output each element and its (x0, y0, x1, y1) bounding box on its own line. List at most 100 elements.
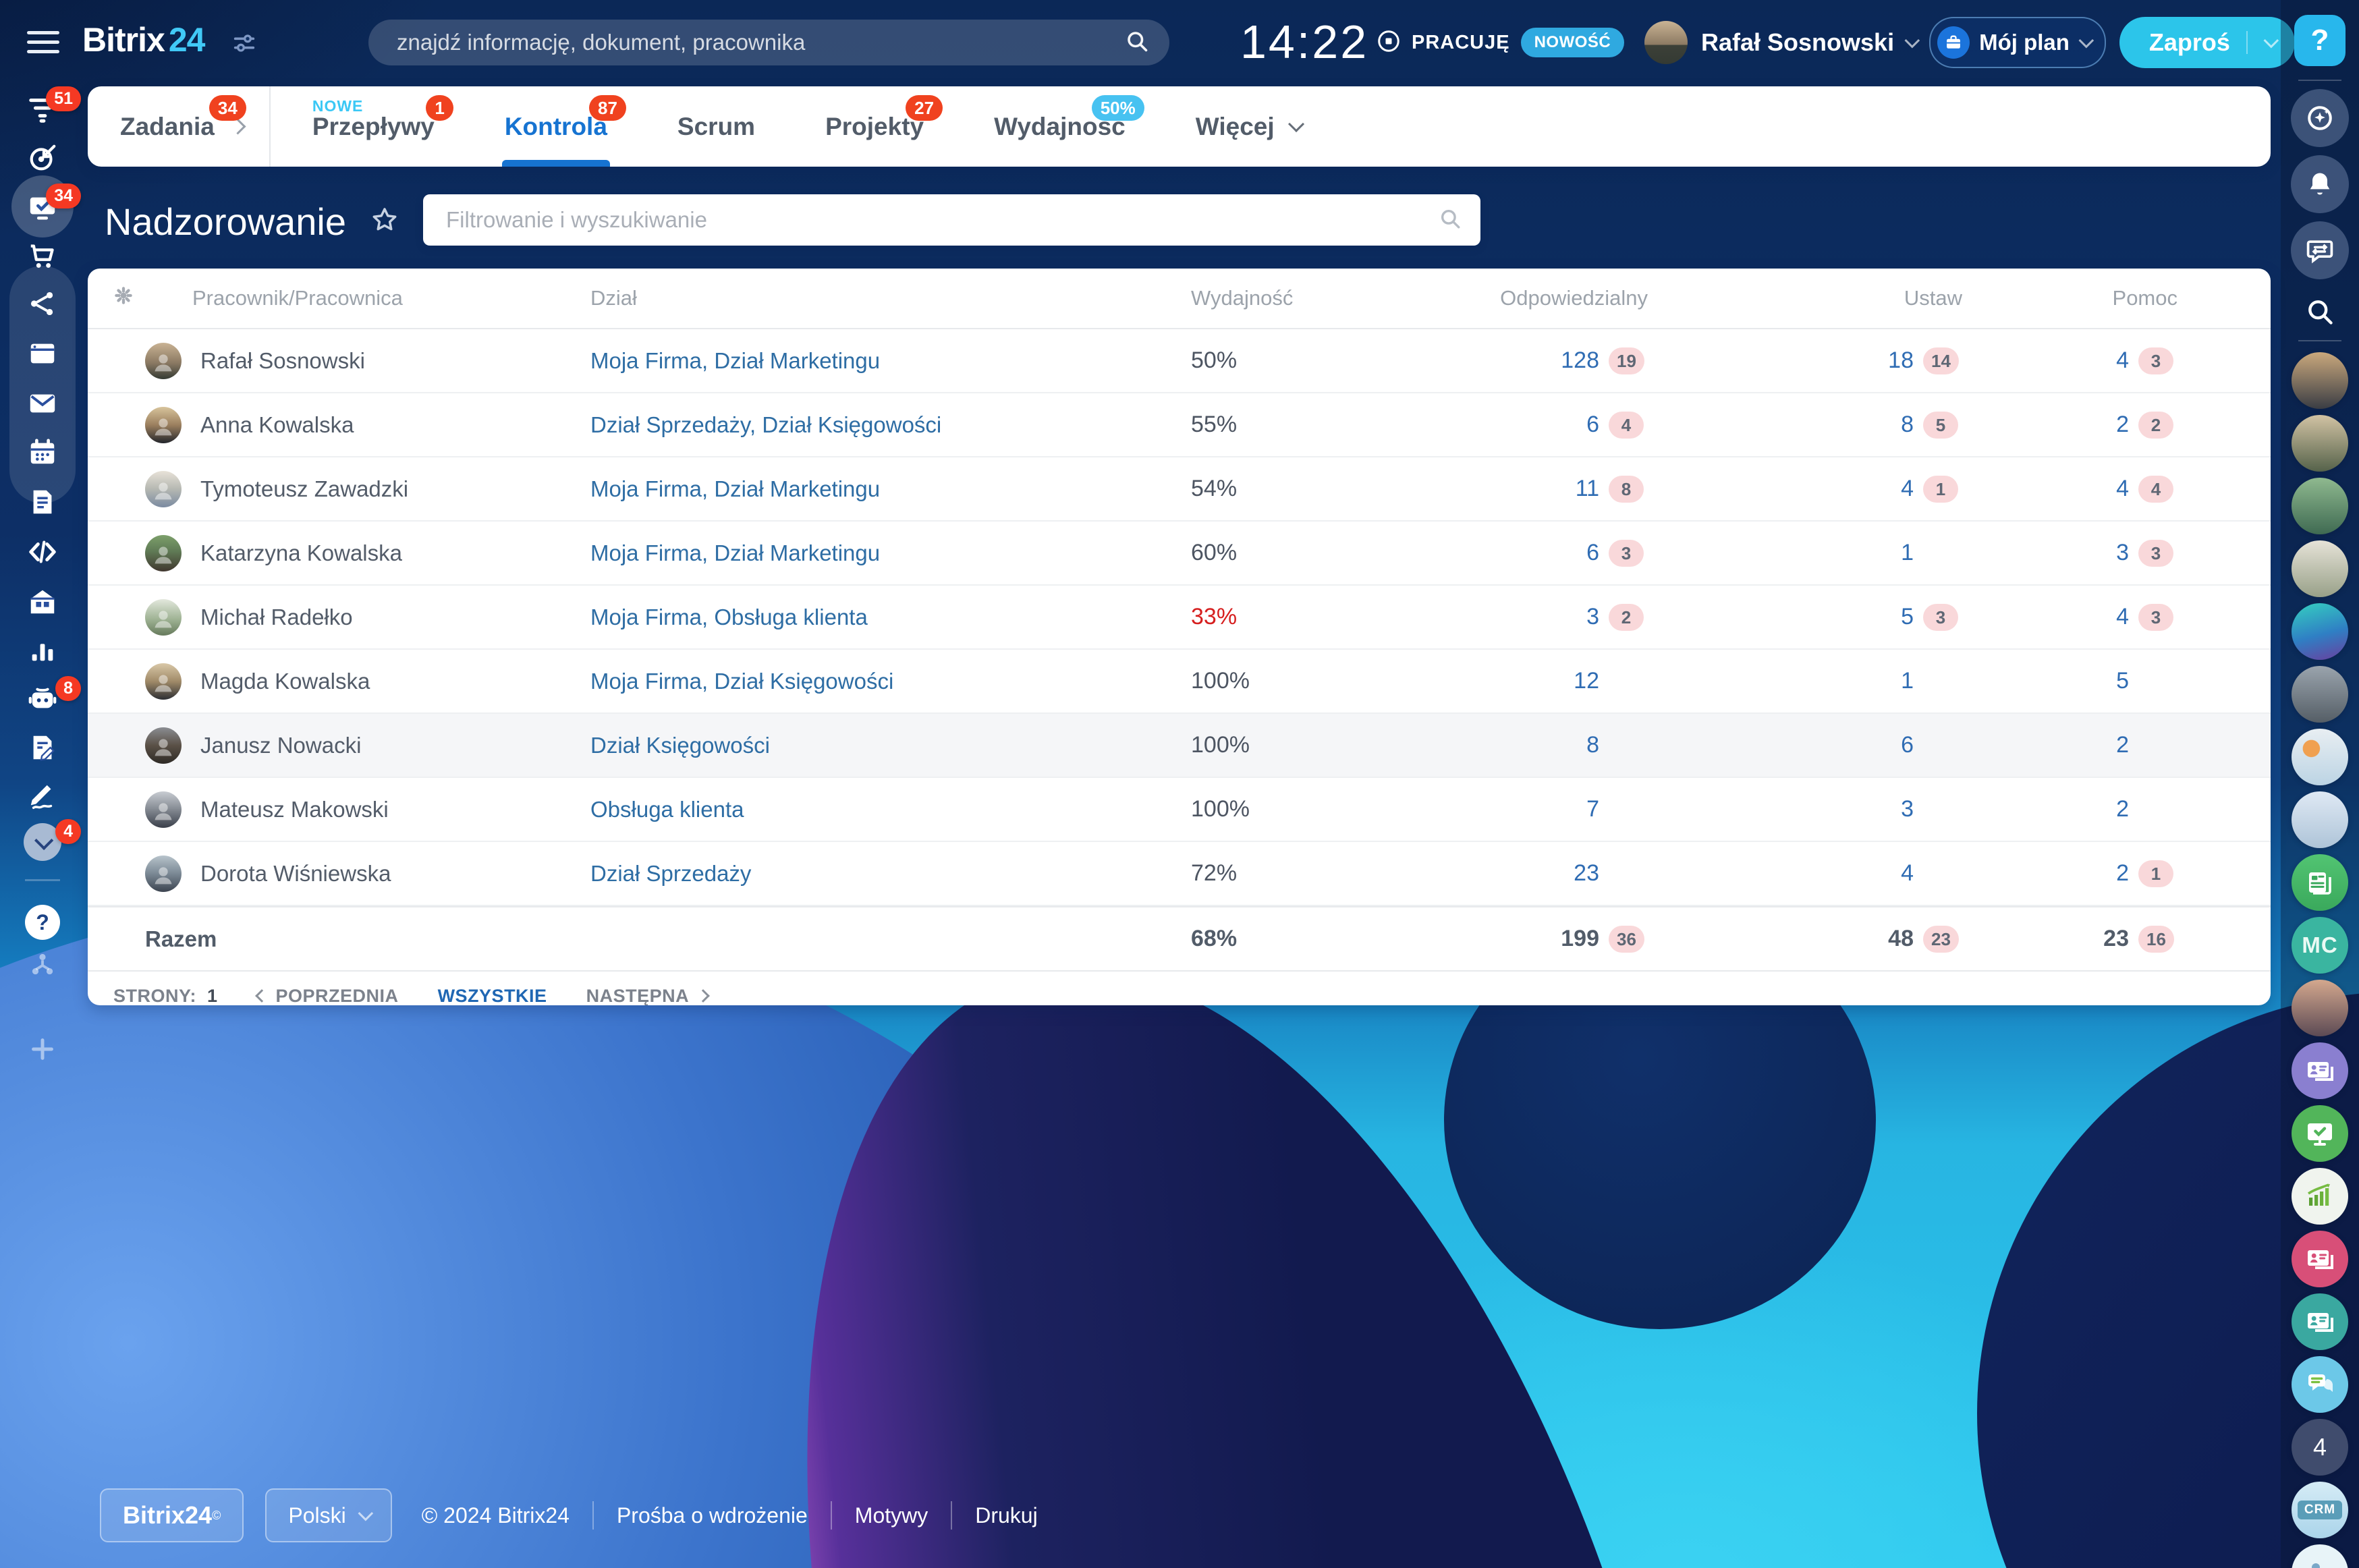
department-link[interactable]: Dział Sprzedaży (590, 860, 752, 886)
next-page-button[interactable]: NASTĘPNA (586, 986, 710, 1005)
metric-value[interactable]: 7 (1586, 796, 1599, 822)
sidebar-item-share-network-icon[interactable] (0, 287, 85, 320)
work-status-label[interactable]: PRACUJĘ (1412, 31, 1510, 53)
metric-value[interactable]: 1 (1901, 668, 1914, 694)
my-plan-button[interactable]: Mój plan (1929, 17, 2106, 68)
user-photo[interactable] (2292, 415, 2348, 472)
office-photo[interactable] (2292, 666, 2348, 723)
sidebar-item-settings-gear-icon[interactable] (0, 990, 85, 1023)
tab-zadania[interactable]: Zadania 34 (108, 86, 262, 167)
avatar[interactable] (145, 406, 182, 443)
user-photo[interactable] (2292, 540, 2348, 597)
language-select[interactable]: Polski (265, 1488, 392, 1542)
employee-name[interactable]: Anna Kowalska (200, 412, 354, 437)
growth-app[interactable] (2292, 1168, 2348, 1225)
department-link[interactable]: Moja Firma, Dział Marketingu (590, 347, 881, 373)
sidebar-item-company-structure-icon[interactable] (0, 949, 85, 981)
footer-link[interactable]: © 2024 Bitrix24 (421, 1503, 570, 1528)
worktime-clock[interactable]: 14:22 (1240, 16, 1369, 68)
department-link[interactable]: Moja Firma, Dział Marketingu (590, 540, 881, 565)
browser-illustration[interactable] (2292, 791, 2348, 848)
sidebar-item-document-icon[interactable] (0, 486, 85, 518)
table-row[interactable]: Katarzyna Kowalska Moja Firma, Dział Mark… (88, 522, 2271, 586)
table-row[interactable]: Dorota Wiśniewska Dział Sprzedaży 72% 23 4 2 1 (88, 842, 2271, 906)
sidebar-item-document-edit-icon[interactable] (0, 731, 85, 764)
sidebar-item-crm-target-icon[interactable] (0, 142, 85, 174)
global-search-input[interactable] (395, 29, 1125, 56)
contacts-app[interactable] (2292, 1293, 2348, 1350)
table-row[interactable]: Janusz Nowacki Dział Księgowości 100% 8 6 2 (88, 714, 2271, 778)
metric-value[interactable]: 12 (1574, 668, 1599, 694)
table-row[interactable]: Tymoteusz Zawadzki Moja Firma, Dział Mark… (88, 457, 2271, 522)
metric-value[interactable]: 6 (1586, 540, 1599, 565)
metric-value[interactable]: 18 (1888, 347, 1914, 373)
sidebar-item-cart-icon[interactable] (0, 240, 85, 273)
table-row[interactable]: Anna Kowalska Dział Sprzedaży, Dział Księ… (88, 393, 2271, 457)
metric-value[interactable]: 8 (1586, 732, 1599, 758)
department-link[interactable]: Obsługa klienta (590, 796, 744, 822)
metric-value[interactable]: 2 (2116, 732, 2129, 758)
metric-value[interactable]: 3 (1901, 796, 1914, 822)
table-row[interactable]: Mateusz Makowski Obsługa klienta 100% 7 3 2 (88, 778, 2271, 842)
metric-value[interactable]: 6 (1901, 732, 1914, 758)
footer-brand-button[interactable]: Bitrix24 © (100, 1488, 244, 1542)
menu-hamburger-icon[interactable] (27, 31, 59, 54)
avatar[interactable] (145, 598, 182, 636)
metric-value[interactable]: 2 (2116, 860, 2129, 886)
metric-value[interactable]: 6 (1586, 412, 1599, 437)
metric-value[interactable]: 2 (2116, 796, 2129, 822)
department-link[interactable]: Dział Sprzedaży, Dział Księgowości (590, 412, 942, 437)
search-icon[interactable] (1439, 207, 1462, 233)
sidebar-item-esign-pen-icon[interactable] (0, 780, 85, 812)
tab-wydajność[interactable]: Wydajność 50% (959, 86, 1161, 167)
metric-value[interactable]: 1 (1901, 540, 1914, 565)
sidebar-item-copilot-robot-icon[interactable]: 8 (0, 676, 85, 715)
rail-search-button[interactable] (2305, 297, 2335, 327)
sidebar-item-browser-window-icon[interactable] (0, 337, 85, 370)
employee-name[interactable]: Tymoteusz Zawadzki (200, 476, 409, 501)
crm-app[interactable]: CRM (2292, 1482, 2348, 1538)
sidebar-item-market-store-icon[interactable] (0, 586, 85, 618)
rail-button-copilot-spark-icon[interactable] (2291, 89, 2349, 147)
metric-value[interactable]: 8 (1901, 412, 1914, 437)
metric-value[interactable]: 4 (1901, 860, 1914, 886)
metric-value[interactable]: 4 (2116, 476, 2129, 501)
tasks-app[interactable] (2292, 1105, 2348, 1162)
favorite-star-icon[interactable] (369, 204, 400, 239)
department-link[interactable]: Moja Firma, Dział Księgowości (590, 668, 894, 694)
sliders-icon[interactable] (231, 30, 258, 60)
department-link[interactable]: Dział Księgowości (590, 732, 770, 758)
tab-projekty[interactable]: Projekty 27 (790, 86, 959, 167)
sidebar-item-mail-icon[interactable] (0, 387, 85, 420)
avatar[interactable] (145, 342, 182, 379)
tab-scrum[interactable]: Scrum (642, 86, 790, 167)
rail-button-messenger-chat-icon[interactable] (2291, 221, 2349, 279)
all-pages-button[interactable]: WSZYSTKIE (437, 985, 547, 1006)
footer-link[interactable]: Drukuj (975, 1503, 1038, 1528)
filter-search-input[interactable] (445, 206, 1439, 233)
metric-value[interactable]: 23 (1574, 860, 1599, 886)
department-link[interactable]: Moja Firma, Obsługa klienta (590, 604, 868, 629)
invite-button[interactable]: Zaproś (2119, 17, 2295, 68)
metric-value[interactable]: 128 (1561, 347, 1599, 373)
metric-value[interactable]: 3 (2116, 540, 2129, 565)
metric-value[interactable]: 5 (2116, 668, 2129, 694)
employee-name[interactable]: Mateusz Makowski (200, 796, 389, 822)
contacts-app[interactable] (2292, 1042, 2348, 1099)
employee-name[interactable]: Katarzyna Kowalska (200, 540, 402, 565)
sidebar-item-code-icon[interactable] (0, 536, 85, 568)
metric-value[interactable]: 4 (2116, 347, 2129, 373)
avatar[interactable] (145, 663, 182, 700)
employee-name[interactable]: Magda Kowalska (200, 668, 370, 694)
aurora-photo[interactable] (2292, 603, 2348, 660)
bitrix24-logo[interactable]: Bitrix 24 (82, 21, 205, 59)
employee-name[interactable]: Michał Radełko (200, 604, 353, 629)
metric-value[interactable]: 4 (2116, 604, 2129, 629)
search-icon[interactable] (1125, 29, 1149, 57)
sidebar-item-filter-funnel-icon[interactable]: 51 (0, 86, 85, 125)
user-photo[interactable] (2292, 980, 2348, 1036)
worktime-app[interactable] (2292, 1544, 2348, 1568)
collapsed-counter[interactable]: 4 (2292, 1419, 2348, 1476)
table-row[interactable]: Magda Kowalska Moja Firma, Dział Księgowo… (88, 650, 2271, 714)
avatar[interactable] (145, 470, 182, 507)
